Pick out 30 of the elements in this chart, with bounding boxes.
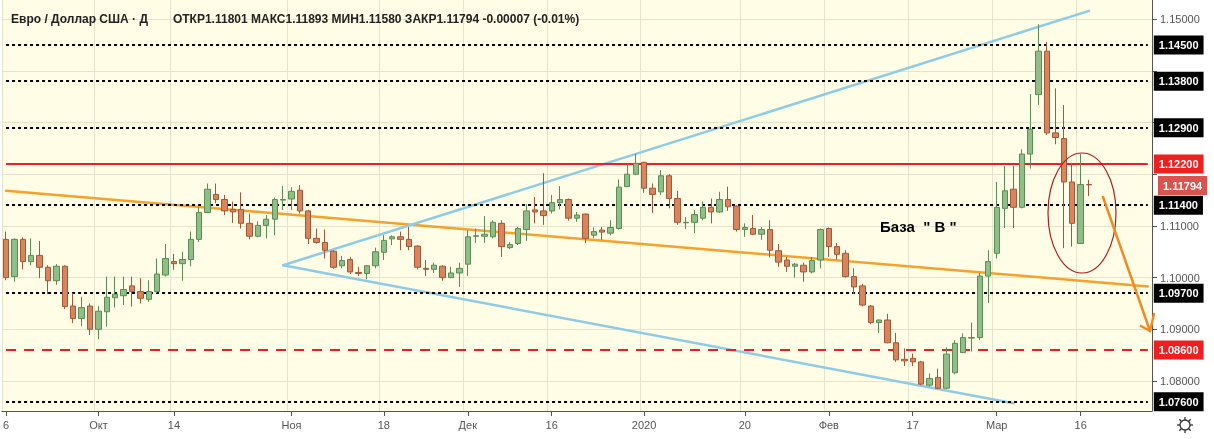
ref-line-label: 1.12200 — [1158, 157, 1199, 170]
text: 1.11794 — [1163, 179, 1204, 192]
x-tick-label: 17 — [906, 418, 919, 431]
y-tick-label: 1.09000 — [1160, 323, 1200, 336]
y-tick-label: 1.10000 — [1160, 271, 1200, 284]
annotation: База " В " — [880, 218, 957, 235]
y-tick-label: 1.08000 — [1160, 375, 1200, 388]
x-tick-label: Фев — [818, 418, 840, 431]
x-tick-label: Окт — [89, 418, 108, 431]
x-tick-label: 16 — [1074, 418, 1087, 431]
y-tick-label: 1.15000 — [1160, 13, 1200, 26]
x-tick-label: Дек — [458, 418, 478, 431]
x-tick-label: 2020 — [631, 418, 657, 431]
x-tick-label: Ноя — [281, 418, 302, 431]
x-tick-label: 14 — [167, 418, 181, 431]
x-tick-label: 6 — [2, 418, 10, 431]
ref-line-label: 1.08600 — [1158, 344, 1199, 356]
ref-line-label: 1.14500 — [1158, 38, 1199, 51]
ref-line-label: 1.12900 — [1158, 121, 1199, 134]
x-tick-label: 16 — [545, 418, 558, 431]
x-tick-label: Мар — [985, 418, 1008, 431]
ref-line-label: 1.09700 — [1158, 287, 1199, 300]
x-tick-label: 18 — [377, 418, 390, 431]
ref-line-label: 1.13800 — [1158, 75, 1199, 88]
x-tick-label: 20 — [738, 418, 751, 431]
text: Евро / Доллар США · Д — [11, 12, 149, 26]
text: ОТКР1.11801 МАКС1.11893 МИН1.11580 ЗАКР1.11794 -0.00007 (-0.01%) — [172, 12, 580, 26]
ref-line-label: 1.11400 — [1158, 199, 1198, 212]
y-tick-label: 1.11000 — [1160, 219, 1199, 232]
ref-line-label: 1.07600 — [1158, 395, 1199, 408]
